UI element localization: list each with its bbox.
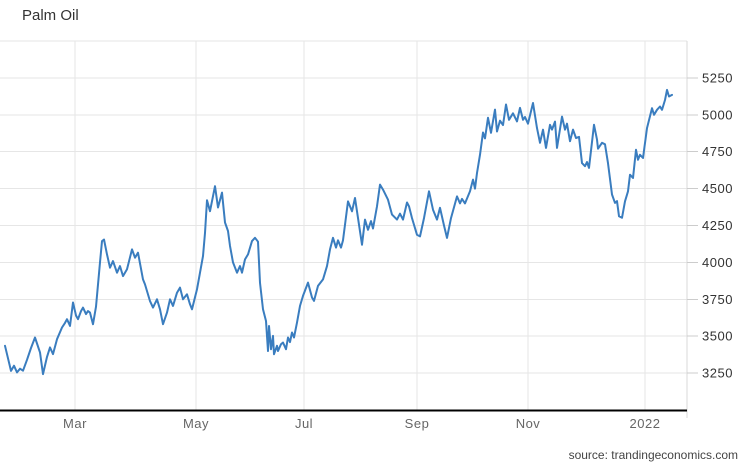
y-axis-label: 4000 [702,255,733,270]
source-attribution: source: trandingeconomics.com [568,448,738,462]
x-axis-label: May [183,416,209,431]
x-axis-label: Mar [63,416,87,431]
y-axis-label: 3750 [702,292,733,307]
y-axis-label: 4250 [702,218,733,233]
x-axis-label: Nov [516,416,541,431]
x-axis-label: Jul [295,416,313,431]
x-axis-label: Sep [405,416,430,431]
y-axis-label: 5250 [702,70,733,85]
y-axis-label: 3250 [702,366,733,381]
y-axis-label: 4500 [702,181,733,196]
y-axis-label: 4750 [702,144,733,159]
y-axis-label: 3500 [702,329,733,344]
x-axis-label: 2022 [630,416,661,431]
y-axis-label: 5000 [702,107,733,122]
price-line [4,88,673,376]
chart-title: Palm Oil [22,7,79,24]
